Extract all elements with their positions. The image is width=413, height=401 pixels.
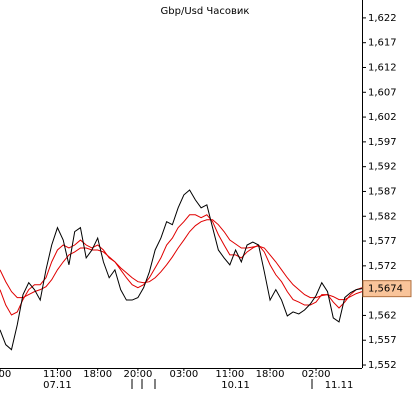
x-tick-label: 03:00 <box>169 369 198 380</box>
y-tick-label: 1,622 <box>368 13 397 24</box>
date-label: 07.11 <box>43 380 72 391</box>
price-line <box>0 189 363 351</box>
y-tick-label: 1,587 <box>368 186 397 197</box>
x-tick-label: 11:00 <box>215 369 244 380</box>
y-tick-label: 1,597 <box>368 137 397 148</box>
y-tick-label: 1,572 <box>368 261 397 272</box>
y-tick-label: 1,557 <box>368 335 397 346</box>
chart-title: Gbp/Usd Часовик <box>161 6 250 17</box>
y-tick-label: 1,612 <box>368 62 397 73</box>
y-tick-label: 1,577 <box>368 236 397 247</box>
date-label: 11.11 <box>325 380 354 391</box>
x-tick-label: 18:00 <box>256 369 285 380</box>
x-tick-label: 8:00 <box>0 369 11 380</box>
x-tick-label: 20:00 <box>123 369 152 380</box>
y-tick-label: 1,617 <box>368 38 397 49</box>
last-value-label: 1,5674 <box>368 284 403 295</box>
y-tick-label: 1,602 <box>368 112 397 123</box>
y-tick-label: 1,562 <box>368 310 397 321</box>
x-tick-label: 02:00 <box>302 369 331 380</box>
last-value-box <box>362 280 412 298</box>
y-tick-label: 1,582 <box>368 211 397 222</box>
x-tick-label: 11:00 <box>43 369 72 380</box>
y-tick-label: 1,607 <box>368 87 397 98</box>
x-tick-label: 18:00 <box>83 369 112 380</box>
date-label: 10.11 <box>221 380 250 391</box>
price-line <box>0 219 363 301</box>
y-tick-label: 1,592 <box>368 162 397 173</box>
y-tick-label: 1,552 <box>368 360 397 371</box>
price-line <box>0 214 363 316</box>
